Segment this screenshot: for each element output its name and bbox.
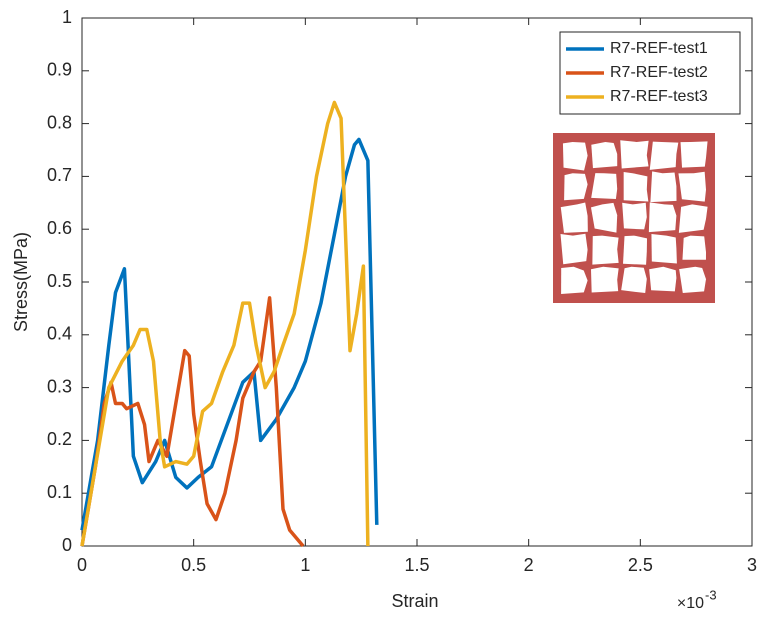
y-tick-label: 0 xyxy=(62,535,72,555)
lattice-cell xyxy=(620,140,649,169)
lattice-cell xyxy=(649,141,679,170)
y-tick-label: 0.8 xyxy=(47,112,72,132)
x-tick-label: 3 xyxy=(747,555,757,575)
lattice-cell xyxy=(682,235,706,260)
x-tick-label: 2.5 xyxy=(628,555,653,575)
legend-label: R7-REF-test3 xyxy=(610,88,708,105)
lattice-cell xyxy=(651,234,677,264)
lattice-cell xyxy=(591,142,618,169)
x-tick-label: 1 xyxy=(300,555,310,575)
x-axis-label: Strain xyxy=(391,591,438,611)
lattice-cell xyxy=(679,266,706,293)
y-tick-label: 0.7 xyxy=(47,165,72,185)
y-tick-label: 0.5 xyxy=(47,271,72,291)
y-tick-label: 0.3 xyxy=(47,376,72,396)
x-tick-label: 1.5 xyxy=(404,555,429,575)
lattice-cell xyxy=(648,202,677,233)
lattice-cell xyxy=(560,233,588,265)
series-line xyxy=(80,296,305,548)
lattice-cell xyxy=(590,266,619,293)
y-tick-label: 0.2 xyxy=(47,429,72,449)
series-line xyxy=(80,100,370,547)
y-tick-label: 1 xyxy=(62,7,72,27)
lattice-cell xyxy=(590,202,618,233)
lattice-cell xyxy=(678,204,708,233)
lattice-cell xyxy=(649,266,677,292)
lattice-cell xyxy=(591,173,618,200)
lattice-cell xyxy=(592,235,619,265)
lattice-cell xyxy=(680,141,708,168)
y-tick-label: 0.4 xyxy=(47,324,72,344)
x-multiplier-base: ×10 xyxy=(677,595,704,612)
y-tick-label: 0.6 xyxy=(47,218,72,238)
lattice-cell xyxy=(562,142,588,171)
y-tick-label: 0.1 xyxy=(47,482,72,502)
x-multiplier-exponent: -3 xyxy=(705,587,717,602)
lattice-cell xyxy=(678,171,706,202)
series-line xyxy=(80,137,379,531)
lattice-cell xyxy=(561,266,588,294)
lattice-cell xyxy=(621,266,647,294)
lattice-cell xyxy=(560,202,588,233)
lattice-cell xyxy=(623,171,649,202)
x-tick-label: 0 xyxy=(77,555,87,575)
legend-label: R7-REF-test1 xyxy=(610,40,708,57)
x-tick-label: 0.5 xyxy=(181,555,206,575)
x-tick-label: 2 xyxy=(524,555,534,575)
lattice-cell xyxy=(650,171,677,203)
y-axis-label: Stress(MPa) xyxy=(11,232,31,332)
lattice-inset xyxy=(553,133,715,303)
lattice-cell xyxy=(622,202,647,230)
y-tick-label: 0.9 xyxy=(47,60,72,80)
lattice-cell xyxy=(623,235,648,265)
legend-label: R7-REF-test2 xyxy=(610,64,708,81)
lattice-cell xyxy=(564,173,588,201)
